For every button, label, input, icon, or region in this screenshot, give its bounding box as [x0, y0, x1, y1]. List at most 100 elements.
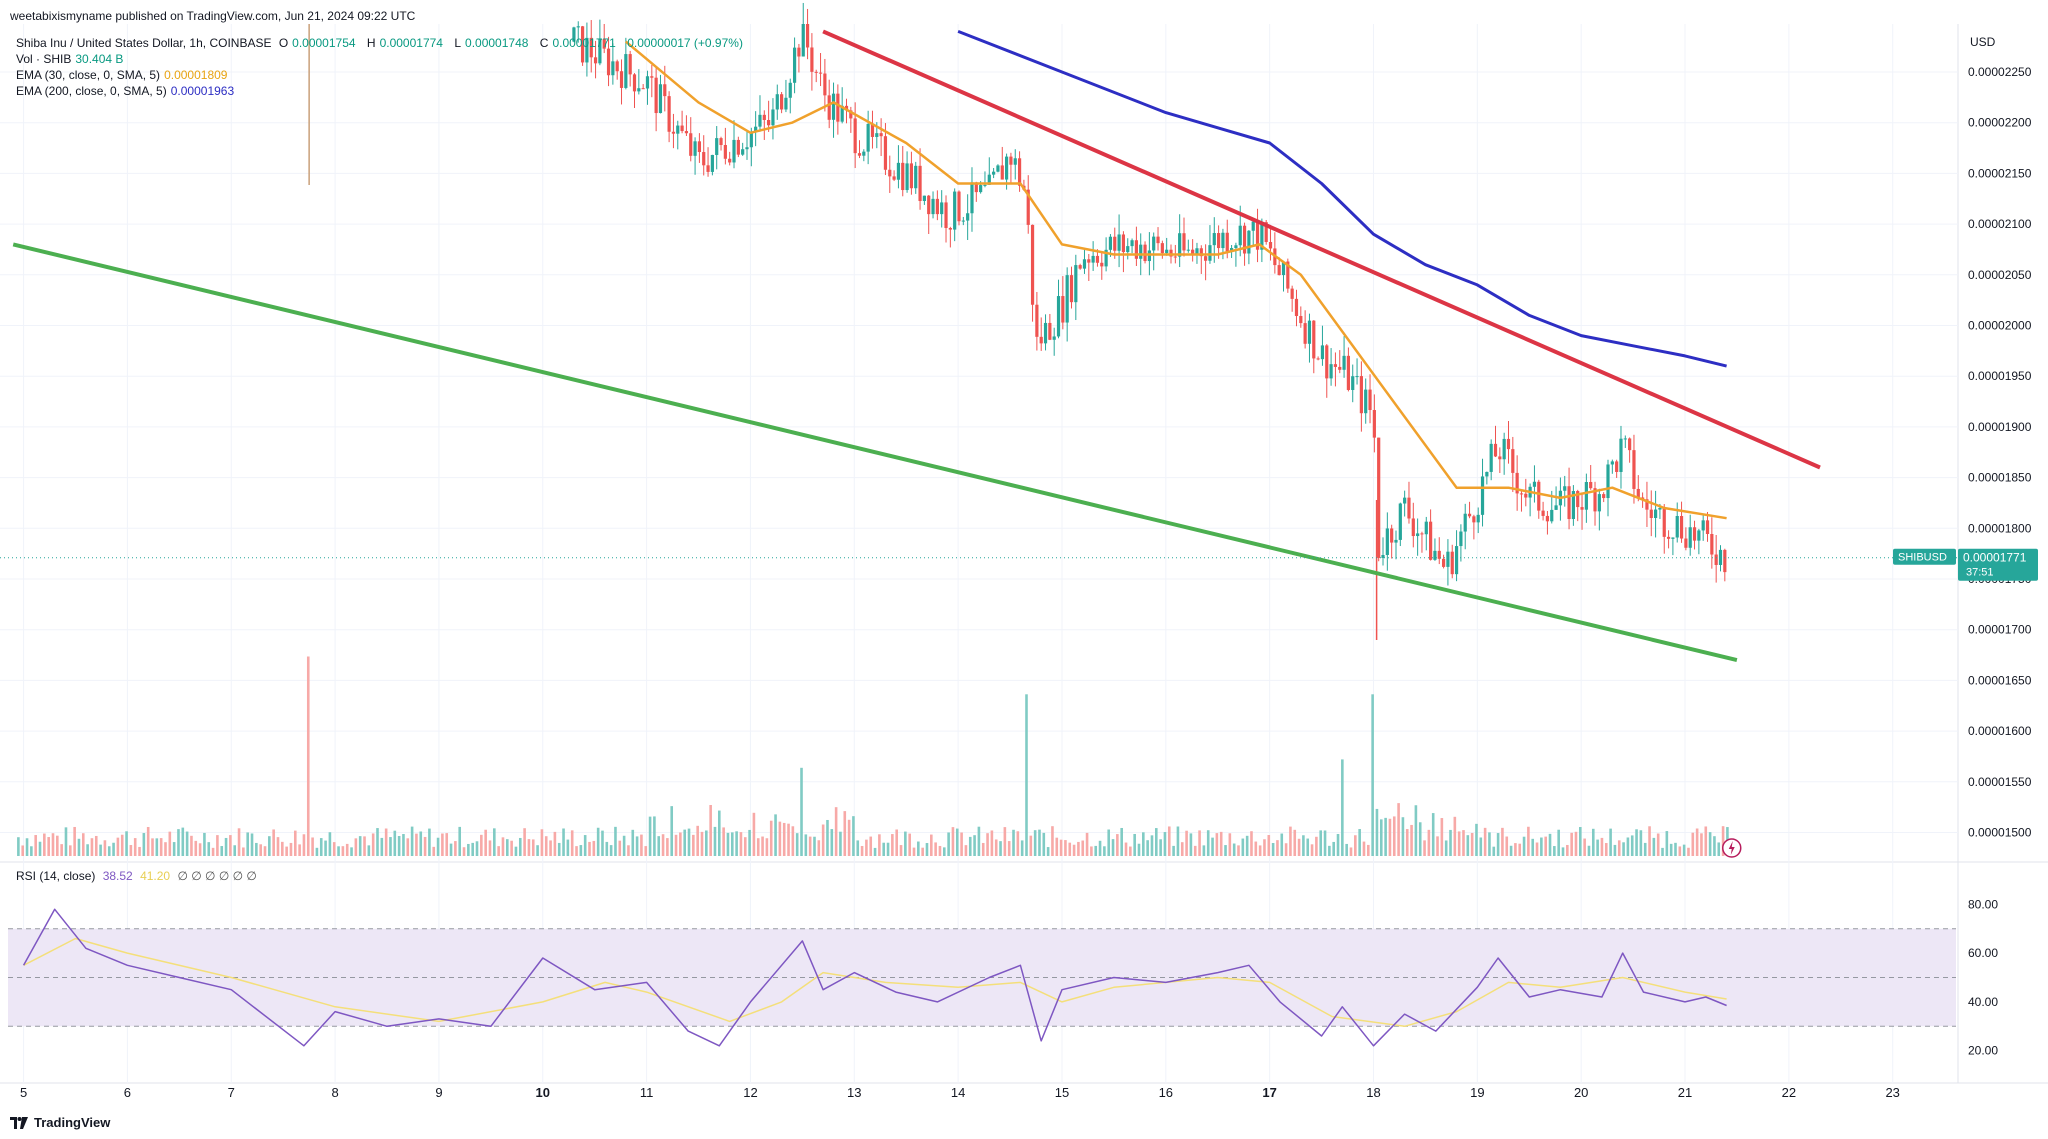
candle-body	[1082, 259, 1087, 269]
volume-bar	[1431, 813, 1435, 856]
volume-bar	[1289, 826, 1292, 856]
candle-body	[1710, 534, 1714, 555]
candle-body	[1420, 533, 1424, 535]
volume-bar	[410, 826, 414, 856]
volume-bar	[873, 847, 877, 856]
volume-bar	[1475, 823, 1478, 856]
candle-body	[1113, 236, 1117, 251]
candle-body	[1238, 225, 1242, 246]
volume-bar	[527, 839, 531, 856]
candle-body	[1398, 503, 1402, 540]
volume-bar	[125, 831, 128, 856]
volume-bar	[1020, 840, 1024, 856]
candle-body	[1017, 158, 1022, 186]
volume-bar	[1721, 826, 1725, 856]
candle-body	[1255, 221, 1260, 250]
volume-bar	[852, 816, 855, 856]
volume-bar	[761, 836, 764, 856]
candle-body	[1692, 527, 1697, 541]
time-tick-label: 12	[743, 1085, 757, 1100]
candle-body	[1615, 461, 1619, 472]
candle-body	[1493, 443, 1498, 457]
volume-bar	[423, 836, 427, 856]
ema200-line	[957, 30, 1727, 368]
candle-body	[970, 182, 974, 214]
candle-body	[1541, 510, 1545, 516]
candle-body	[1649, 509, 1653, 518]
volume-bar	[1219, 831, 1223, 856]
volume-bar	[1012, 829, 1015, 856]
volume-bar	[973, 835, 976, 856]
volume-bar	[73, 826, 76, 856]
volume-bar	[718, 810, 721, 856]
volume-bar	[289, 842, 293, 856]
volume-bar	[233, 845, 237, 856]
candle-body	[1653, 509, 1658, 518]
volume-bar	[1604, 843, 1608, 856]
volume-bar	[384, 828, 388, 856]
volume-bar	[1682, 844, 1686, 856]
volume-bar	[194, 840, 198, 856]
volume-bar	[1669, 843, 1673, 856]
volume-bar	[735, 831, 738, 856]
volume-bar	[1245, 835, 1249, 856]
candle-body	[875, 133, 879, 137]
volume-bar	[1193, 845, 1197, 856]
volume-bar	[661, 834, 665, 856]
candle-body	[775, 94, 779, 110]
candle-body	[1485, 471, 1489, 477]
candle-body	[741, 149, 745, 155]
volume-bar	[869, 836, 873, 856]
candle-body	[961, 220, 965, 222]
candle-body	[702, 152, 706, 166]
last-price-tag-bg	[1958, 548, 2038, 581]
candle-body	[1454, 546, 1459, 575]
candle-body	[1571, 491, 1575, 520]
volume-bar	[1271, 842, 1275, 856]
volume-bar	[1462, 830, 1465, 856]
candle-body	[1390, 528, 1394, 543]
candle-body	[1173, 256, 1177, 258]
volume-bar	[960, 832, 963, 856]
tradingview-brand[interactable]: TradingView	[10, 1115, 110, 1130]
candle-body	[927, 195, 931, 215]
volume-bar	[332, 842, 336, 856]
volume-bar	[696, 825, 699, 856]
candle-body	[576, 26, 580, 28]
volume-bar	[1639, 830, 1643, 856]
volume-bar	[151, 838, 154, 856]
volume-bar	[1535, 842, 1539, 856]
volume-bar	[670, 806, 674, 856]
candle-body	[1563, 486, 1567, 491]
candle-body	[1511, 449, 1515, 473]
volume-bar	[129, 845, 133, 856]
candle-body	[762, 114, 766, 120]
time-tick-label: 23	[1885, 1085, 1899, 1100]
time-tick-label: 14	[951, 1085, 965, 1100]
volume-bar	[1094, 845, 1098, 856]
publish-info: weetabixismyname published on TradingVie…	[10, 9, 416, 23]
volume-bar	[1007, 841, 1011, 856]
candle-body	[1705, 520, 1710, 535]
candle-body	[615, 61, 619, 72]
volume-bar	[380, 837, 384, 856]
volume-bar	[1405, 829, 1409, 856]
volume-bar	[938, 845, 942, 856]
volume-bar	[1717, 842, 1721, 856]
candle-body	[1515, 472, 1519, 494]
volume-bar	[484, 829, 487, 856]
ema30-line	[624, 40, 1727, 520]
candle-body	[827, 95, 831, 120]
volume-bar	[345, 843, 349, 856]
candle-body	[879, 133, 883, 137]
volume-bar	[1622, 842, 1625, 856]
volume-bar	[1328, 845, 1331, 856]
candle-body	[1307, 320, 1312, 344]
candle-body	[1065, 275, 1069, 323]
volume-bar	[1154, 828, 1158, 856]
volume-bar	[1362, 841, 1366, 856]
volume-bar	[1085, 832, 1089, 856]
volume-bar	[566, 839, 570, 856]
candle-body	[1424, 521, 1428, 535]
